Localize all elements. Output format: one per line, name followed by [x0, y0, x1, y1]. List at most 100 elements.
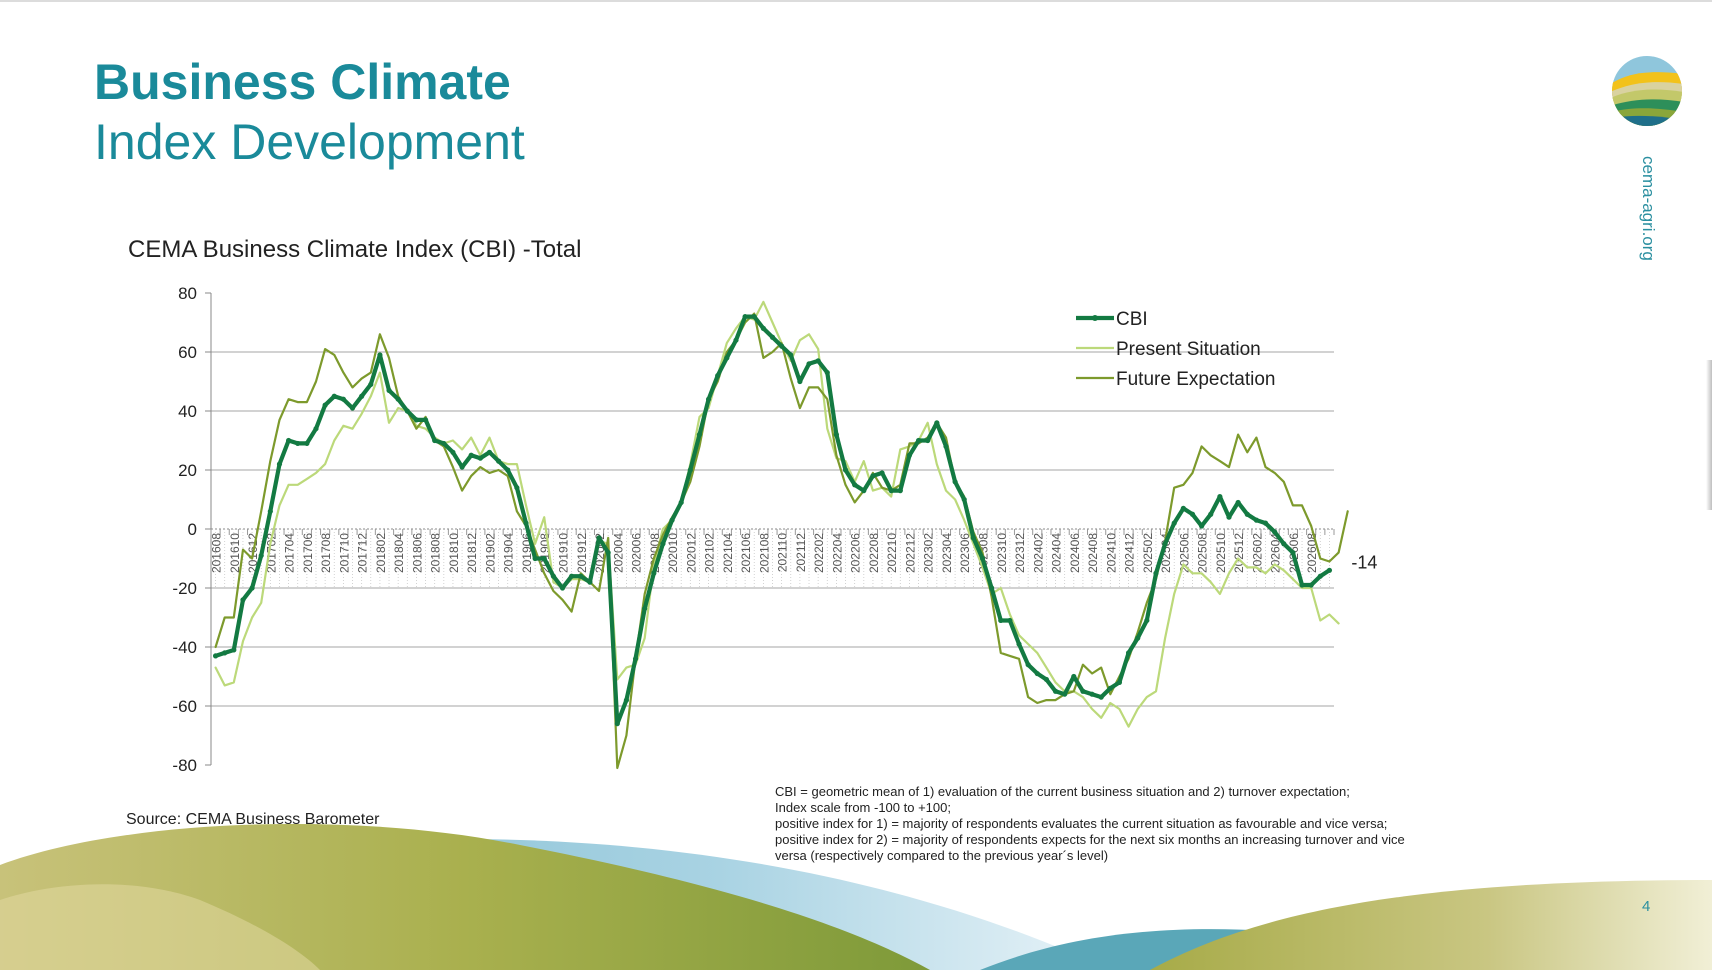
data-point: [331, 393, 337, 399]
data-point: [915, 437, 922, 444]
x-tick-label: 202504: [1159, 533, 1173, 573]
data-point: [432, 437, 438, 444]
y-tick-label: -80: [172, 756, 197, 775]
data-point: [1116, 679, 1123, 686]
top-border: [0, 0, 1712, 2]
data-point: [1317, 573, 1323, 579]
footnote-line: positive index for 2) = majority of resp…: [775, 832, 1405, 847]
data-point: [1208, 511, 1214, 517]
data-point: [906, 452, 913, 458]
data-point: [705, 396, 712, 402]
cema-logo-icon: [1612, 56, 1682, 126]
data-point: [1226, 514, 1232, 520]
x-tick-label: 202412: [1123, 533, 1137, 573]
data-point: [1098, 694, 1104, 700]
data-point: [788, 352, 794, 358]
x-tick-label: 202202: [812, 533, 826, 573]
data-point: [1144, 617, 1150, 624]
data-point: [687, 467, 693, 473]
slide-title: Business Climate: [94, 54, 511, 110]
x-tick-label: 201910: [557, 533, 571, 573]
x-tick-label: 201812: [465, 533, 479, 573]
data-point: [806, 361, 812, 367]
x-tick-label: 201904: [502, 533, 516, 573]
data-point: [1171, 520, 1177, 526]
data-point: [377, 352, 383, 358]
x-tick-label: 202106: [739, 533, 753, 573]
data-point: [733, 337, 739, 343]
legend-marker: [1092, 315, 1098, 321]
data-point: [222, 650, 228, 656]
data-point: [1326, 567, 1333, 573]
data-point: [897, 488, 903, 494]
data-point: [413, 417, 420, 423]
x-tick-label: 202012: [684, 533, 698, 573]
data-point: [550, 573, 556, 579]
data-point: [340, 396, 346, 402]
x-tick-label: 202512: [1232, 533, 1246, 573]
data-point: [934, 420, 940, 426]
data-point: [651, 570, 657, 576]
y-tick-label: -40: [172, 638, 197, 657]
page-number: 4: [1642, 898, 1651, 915]
x-tick-label: 202602: [1250, 533, 1264, 573]
data-point: [422, 417, 429, 423]
footnotes: CBI = geometric mean of 1) evaluation of…: [775, 784, 1495, 864]
x-tick-label: 202502: [1141, 533, 1155, 573]
data-point: [1107, 685, 1113, 691]
data-point: [1062, 691, 1068, 697]
x-tick-label: 202004: [611, 533, 625, 573]
footnote-line: Index scale from -100 to +100;: [775, 800, 951, 815]
data-point: [861, 488, 867, 494]
x-tick-label: 201808: [429, 533, 443, 573]
x-tick-label: 202110: [776, 533, 790, 572]
data-point: [742, 314, 748, 320]
data-point: [842, 467, 849, 473]
data-point: [888, 488, 894, 494]
x-tick-label: 202608: [1305, 533, 1319, 573]
wave-right: [1150, 880, 1712, 970]
data-point: [1253, 517, 1259, 523]
data-point: [1052, 688, 1059, 694]
data-point: [1290, 550, 1296, 556]
x-tick-label: 202408: [1086, 533, 1100, 573]
data-point: [715, 373, 721, 379]
data-point: [833, 432, 840, 438]
data-point: [1262, 520, 1269, 526]
data-point: [605, 550, 611, 556]
x-tick-label: 201706: [301, 533, 315, 573]
data-point: [404, 408, 410, 414]
x-tick-label: 201610: [228, 533, 242, 573]
data-point: [441, 440, 447, 447]
x-tick-label: 202506: [1177, 533, 1191, 573]
data-point: [1153, 570, 1159, 576]
data-point: [304, 440, 310, 447]
x-tick-label: 202312: [1013, 533, 1027, 573]
data-point: [395, 396, 401, 402]
x-tick-label: 202304: [940, 533, 954, 573]
x-tick-label: 202410: [1104, 533, 1118, 573]
data-point: [459, 464, 465, 470]
y-tick-label: 0: [188, 520, 197, 539]
footnote-line: positive index for 1) = majority of resp…: [775, 816, 1388, 831]
y-tick-label: 20: [178, 461, 197, 480]
data-point: [1299, 582, 1305, 588]
data-point: [970, 535, 976, 541]
data-point: [797, 378, 803, 385]
data-point: [249, 585, 255, 591]
data-point: [276, 461, 283, 467]
data-point: [286, 437, 292, 444]
data-point: [979, 555, 986, 562]
data-point: [1180, 505, 1186, 511]
data-point: [1025, 662, 1031, 668]
data-point: [751, 314, 757, 320]
data-point: [998, 617, 1004, 624]
x-tick-label: 201806: [410, 533, 424, 573]
x-tick-label: 201802: [374, 533, 388, 573]
x-tick-label: 201902: [483, 533, 497, 573]
y-tick-label: 40: [178, 402, 197, 421]
x-tick-label: 202302: [922, 533, 936, 573]
data-point: [989, 585, 995, 591]
x-tick-label: 202306: [958, 533, 972, 573]
data-point: [514, 485, 520, 491]
